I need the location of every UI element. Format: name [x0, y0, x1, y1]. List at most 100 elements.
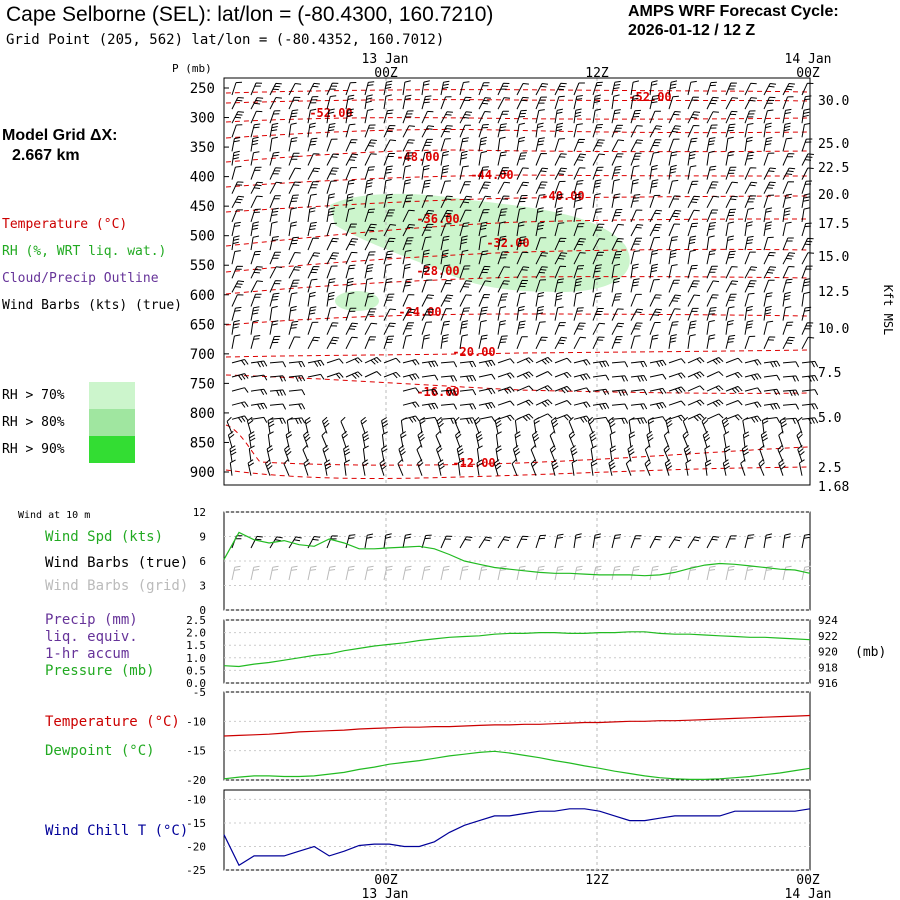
rh-shade-small	[335, 291, 379, 311]
wind-barb	[725, 400, 743, 406]
wind-barb	[573, 193, 582, 208]
wind-barb	[592, 251, 605, 265]
wind-barb	[571, 459, 578, 476]
wind-barb	[706, 307, 717, 321]
wind-barb	[478, 235, 487, 251]
height-tick-label: 12.5	[818, 285, 849, 300]
wind-barb	[611, 361, 629, 368]
wind-barb	[383, 209, 395, 223]
wind-barb	[725, 334, 736, 349]
wind-barb	[364, 179, 374, 194]
wind-barb	[587, 416, 595, 434]
wind-barb	[706, 334, 716, 349]
wind-barb	[531, 431, 540, 448]
wind-barb	[630, 179, 639, 194]
wind-barb	[630, 278, 640, 293]
wind-barb	[440, 320, 450, 335]
wind-barb	[592, 388, 610, 396]
wind-barb	[535, 336, 548, 350]
surface-wind-barb-true	[516, 535, 529, 549]
wind-barb	[402, 165, 412, 180]
wind-barb	[497, 266, 510, 279]
wind-barb	[364, 139, 377, 152]
wind-barb	[402, 387, 420, 393]
precip_pressure-frame	[223, 619, 811, 684]
temperature-line	[223, 714, 811, 737]
wind-barb	[763, 388, 781, 396]
wind-barb	[497, 414, 515, 422]
wind-barb	[288, 122, 297, 138]
wind-barb	[687, 294, 701, 307]
wind-barb	[497, 136, 506, 152]
wind-barb	[436, 416, 444, 434]
wind-barb	[706, 137, 716, 152]
surface-wind-barb-true	[592, 533, 602, 549]
wind-barb	[683, 445, 692, 462]
wind-barb	[307, 153, 320, 166]
wind-barb	[288, 266, 301, 279]
wind-barb	[324, 459, 332, 476]
wind-barb	[549, 445, 557, 462]
wind-barb	[630, 109, 641, 124]
temperature-isotherm	[225, 99, 809, 104]
wind-barb	[497, 372, 515, 379]
surface-wind-barb-true	[402, 533, 412, 549]
wind-barb	[687, 125, 700, 138]
wind-barb	[668, 334, 677, 349]
wind-barb	[288, 96, 301, 110]
wind-barb	[440, 361, 458, 368]
wind-barb	[248, 445, 255, 462]
wind-barbs-grid-legend: Wind Barbs (grid)	[45, 578, 189, 594]
wind-barb	[494, 416, 502, 434]
pressure-ytick-label: 918	[818, 661, 838, 674]
wind-barb	[326, 138, 338, 152]
wind-barb	[421, 179, 431, 194]
surface-wind-barb-grid	[250, 565, 260, 581]
wind-barb	[706, 399, 724, 407]
wind-barb	[459, 265, 471, 279]
wind-barb	[459, 96, 472, 110]
wind-barb	[630, 139, 643, 152]
wind-barb	[250, 360, 268, 368]
wind-barb	[421, 151, 431, 166]
wind-barb	[744, 401, 762, 408]
wind-barb	[801, 417, 819, 425]
wind-barb	[437, 459, 445, 476]
wind-barb	[801, 375, 819, 382]
surface-wind-barb-true	[687, 536, 701, 549]
temperature-label: -48.00	[396, 150, 439, 164]
wind-barb	[286, 417, 293, 434]
wind-barb	[459, 81, 470, 96]
wind-barb	[630, 94, 640, 110]
wind-barb	[478, 250, 489, 265]
wind-barb	[554, 180, 566, 194]
wind-barb	[723, 431, 730, 448]
wind-barb	[478, 294, 491, 307]
wind-barb	[706, 111, 719, 124]
wind-barb	[763, 137, 773, 152]
wind-barb	[630, 237, 643, 251]
wind-barb	[664, 459, 673, 476]
wind-barb	[687, 357, 705, 364]
wind-barb	[668, 209, 682, 223]
wind-barb	[554, 167, 567, 180]
wind-barb	[250, 250, 261, 265]
wind-barb	[345, 153, 359, 166]
wind-barb	[759, 445, 765, 462]
wind-barb	[554, 108, 564, 124]
wind-barb	[630, 125, 643, 138]
wind-barb	[457, 459, 464, 476]
wind-barb	[589, 430, 597, 448]
wind-barb	[611, 263, 621, 279]
wind-barb	[573, 167, 586, 180]
wind-barb	[668, 151, 678, 166]
wind-barb	[497, 181, 511, 194]
wind-barb	[459, 181, 471, 194]
wind-barb	[478, 82, 490, 96]
surface-wind-barb-grid	[630, 565, 640, 581]
wind-barb	[250, 166, 262, 180]
wind-barb	[459, 307, 471, 321]
surface-wind-barb-grid	[326, 565, 336, 581]
wind-barb	[288, 389, 306, 396]
wind-barb	[421, 263, 431, 279]
